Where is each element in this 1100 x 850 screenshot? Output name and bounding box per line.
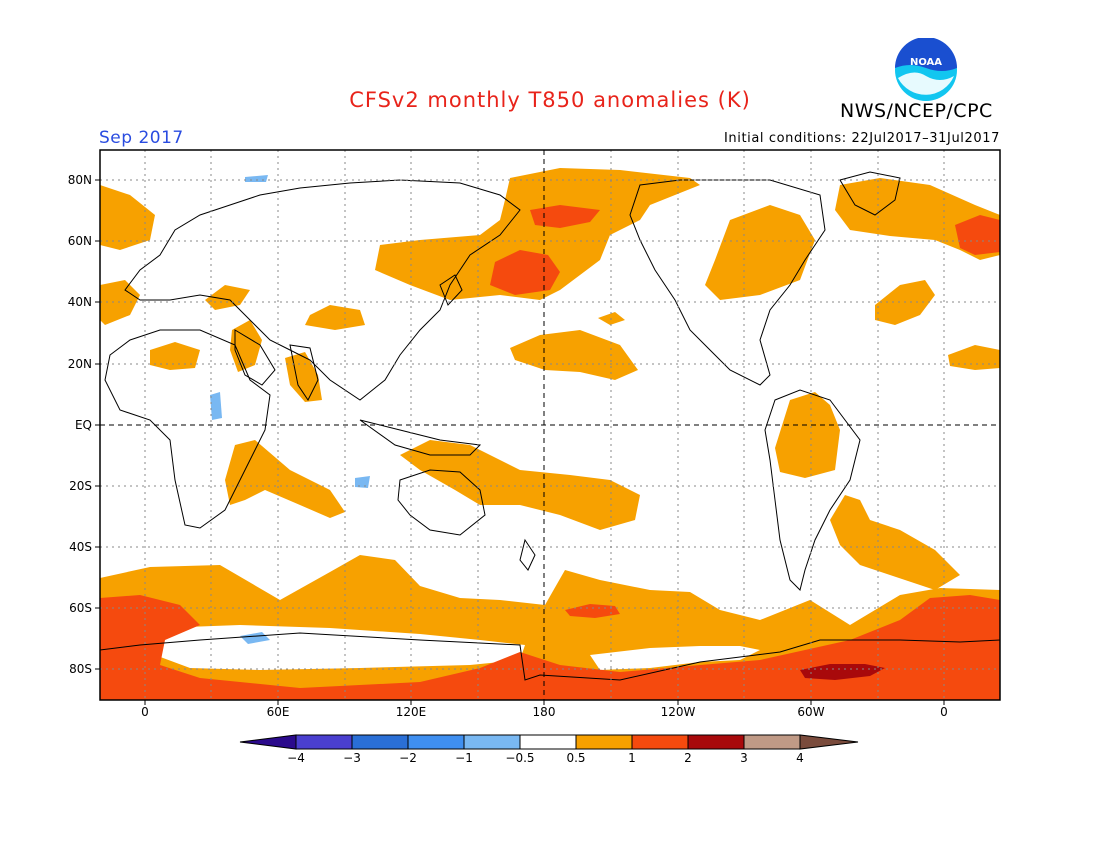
colorbar-swatch [351,734,409,750]
anomaly-region-indian-ocean-cold [355,476,370,488]
coastline-north-america [629,179,826,386]
lat-label: 40S [69,540,92,554]
anomaly-region-central-pacific [510,330,638,380]
anomaly-region-antarctic-red [100,595,1000,700]
colorbar-swatch [575,734,633,750]
chart-title: CFSv2 monthly T850 anomalies (K) [349,88,751,112]
graticule [100,150,1000,700]
anomaly-fill-layer [100,168,1000,700]
colorbar-label: −1 [455,751,473,765]
lat-label: 60S [69,601,92,615]
colorbar-label: 4 [796,751,804,765]
colorbar-label: 3 [740,751,748,765]
lat-label: 20N [67,357,92,371]
anomaly-region-red-south-pacific [565,604,620,618]
anomaly-region-north-pacific-red [490,250,560,295]
reference-lines [100,150,1000,700]
noaa-logo: NOAA [895,38,957,101]
colorbar-swatch [407,734,465,750]
lat-label: 20S [69,479,92,493]
colorbar-swatch [687,734,745,750]
anomaly-region-dark-red-weddell [800,664,885,680]
coastline-india [289,344,319,401]
logo-text: NOAA [910,57,942,68]
lat-label: EQ [74,418,92,432]
initial-conditions: Initial conditions: 22Jul2017–31Jul2017 [723,131,1000,146]
colorbar-swatch-gt-4 [799,734,859,750]
lon-label: 60W [797,705,825,719]
anomaly-region-maritime-continent [400,440,640,530]
coastline-africa [104,329,271,529]
coastline-japan [439,274,463,306]
lat-label: 80S [69,662,92,676]
lon-label: 120E [395,705,427,719]
coastline-south-america [764,389,861,591]
anomaly-region-east-africa-cold [210,392,222,420]
lon-label: 120W [660,705,696,719]
colorbar-swatch [295,734,353,750]
colorbar-label: 1 [628,751,636,765]
anomaly-region-bering-red [530,205,600,228]
coastline-arabia [234,329,276,386]
colorbar [239,734,859,750]
anomaly-region-south-africa-indian-ocean [225,440,345,518]
ticks [95,179,945,705]
lat-label: 60N [67,234,92,248]
coastline-indonesia [359,419,482,456]
anomaly-region-north-atlantic-red [955,215,1000,255]
lon-label: 0 [141,705,149,719]
coastline-australia [397,469,486,536]
colorbar-swatch [519,734,577,750]
anomaly-region-canada [705,205,815,300]
colorbar-label: 2 [684,751,692,765]
colorbar-swatch-lt-minus4 [239,734,297,750]
anomaly-region-west-africa-coast [948,345,1000,370]
anomaly-region-arabia [230,320,262,372]
forecast-month: Sep 2017 [99,128,184,148]
anomaly-region-south-atlantic [830,495,960,590]
agency-label: NWS/NCEP/CPC [840,100,993,122]
lon-label: 180 [532,705,556,719]
lon-label: 60E [266,705,290,719]
anomaly-region-antarctic-cold [240,632,270,644]
anomaly-region-north-pacific-orange [375,168,700,300]
colorbar-swatch [463,734,521,750]
lat-label: 80N [67,173,92,187]
colorbar-label: 0.5 [566,751,586,765]
lon-label: 0 [940,705,948,719]
antarctica-interior-west [590,646,760,670]
colorbar-label: −0.5 [505,751,535,765]
anomaly-region-mongolia [305,305,365,330]
colorbar-label: −4 [287,751,305,765]
colorbar-swatch [631,734,689,750]
colorbar-label: −3 [343,751,361,765]
coastline-layer [100,171,1000,681]
anomaly-region-west-europe-arctic [100,185,155,250]
coastline-antarctica [100,632,1000,681]
anomaly-region-sahara [150,342,200,370]
coastline-europe-asia [124,179,521,401]
lat-label: 40N [67,295,92,309]
colorbar-label: −2 [399,751,417,765]
colorbar-swatch [743,734,801,750]
anomaly-region-central-asia [205,285,250,310]
anomaly-region-south-america [775,392,840,478]
coastline-greenland [839,171,901,216]
coastline-new-zealand [519,538,536,571]
